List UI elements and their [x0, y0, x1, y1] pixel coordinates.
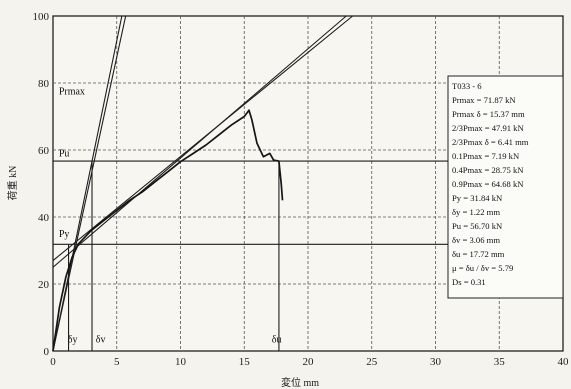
- info-box-line: Pu = 56.70 kN: [452, 221, 503, 231]
- annotation-label: δu: [272, 335, 282, 346]
- annotation-label: δy: [68, 335, 78, 346]
- y-tick-label: 80: [38, 78, 50, 90]
- x-tick-labels: 0 5 10 15 20 25 30 35 40: [50, 356, 569, 368]
- x-tick-label: 25: [366, 356, 378, 368]
- info-box-line: Ds = 0.31: [452, 277, 486, 287]
- info-box-frame: [447, 75, 564, 299]
- info-box-line: δv = 3.06 mm: [452, 235, 500, 245]
- reference-lines: [52, 15, 563, 352]
- annotation-label: Pu: [59, 149, 70, 160]
- reference-line: [52, 15, 123, 352]
- info-box-line: 0.9Pmax = 64.68 kN: [452, 179, 524, 189]
- y-tick-label: 0: [44, 346, 50, 358]
- annotation-label: Prmax: [59, 87, 85, 98]
- load-displacement-curve: [52, 109, 284, 352]
- info-box-line: 2/3Pmax = 47.91 kN: [452, 123, 524, 133]
- info-box-line: δy = 1.22 mm: [452, 207, 500, 217]
- annotations: Prmax Pu Py δy δv δu: [59, 87, 282, 346]
- info-box-line: 0.1Pmax = 7.19 kN: [452, 151, 520, 161]
- reference-line: [52, 15, 127, 352]
- x-tick-label: 40: [558, 356, 570, 368]
- y-tick-label: 20: [38, 279, 50, 291]
- info-box-line: 2/3Pmax δ = 6.41 mm: [452, 137, 529, 147]
- y-tick-labels: 0 20 40 60 80 100: [33, 11, 50, 358]
- x-tick-label: 35: [494, 356, 506, 368]
- y-tick-label: 40: [38, 212, 50, 224]
- y-tick-label: 60: [38, 145, 50, 157]
- info-box-line: Prmax = 71.87 kN: [452, 95, 516, 105]
- series-layer: [52, 109, 284, 352]
- info-box-line: Prmax δ = 15.37 mm: [452, 109, 525, 119]
- x-tick-label: 5: [114, 356, 120, 368]
- info-box-line: T033 - 6: [452, 81, 482, 91]
- info-box-line: Py = 31.84 kN: [452, 193, 503, 203]
- info-box: T033 - 6 Prmax = 71.87 kN Prmax δ = 15.37 …: [447, 75, 564, 299]
- x-axis-label: 変位 mm: [281, 376, 319, 389]
- x-tick-label: 10: [175, 356, 187, 368]
- x-tick-label: 30: [430, 356, 442, 368]
- reference-line: [52, 15, 347, 268]
- x-tick-label: 0: [50, 356, 56, 368]
- x-tick-label: 20: [303, 356, 315, 368]
- annotation-label: Py: [59, 229, 70, 240]
- info-box-line: μ = δu / δv = 5.79: [452, 263, 513, 273]
- y-axis-label: 荷重 kN: [6, 166, 19, 201]
- info-box-line: 0.4Pmax = 28.75 kN: [452, 165, 524, 175]
- x-tick-label: 15: [239, 356, 251, 368]
- annotation-label: δv: [96, 335, 106, 346]
- reference-line: [52, 15, 353, 261]
- info-box-line: δu = 17.72 mm: [452, 249, 505, 259]
- y-tick-label: 100: [33, 11, 50, 23]
